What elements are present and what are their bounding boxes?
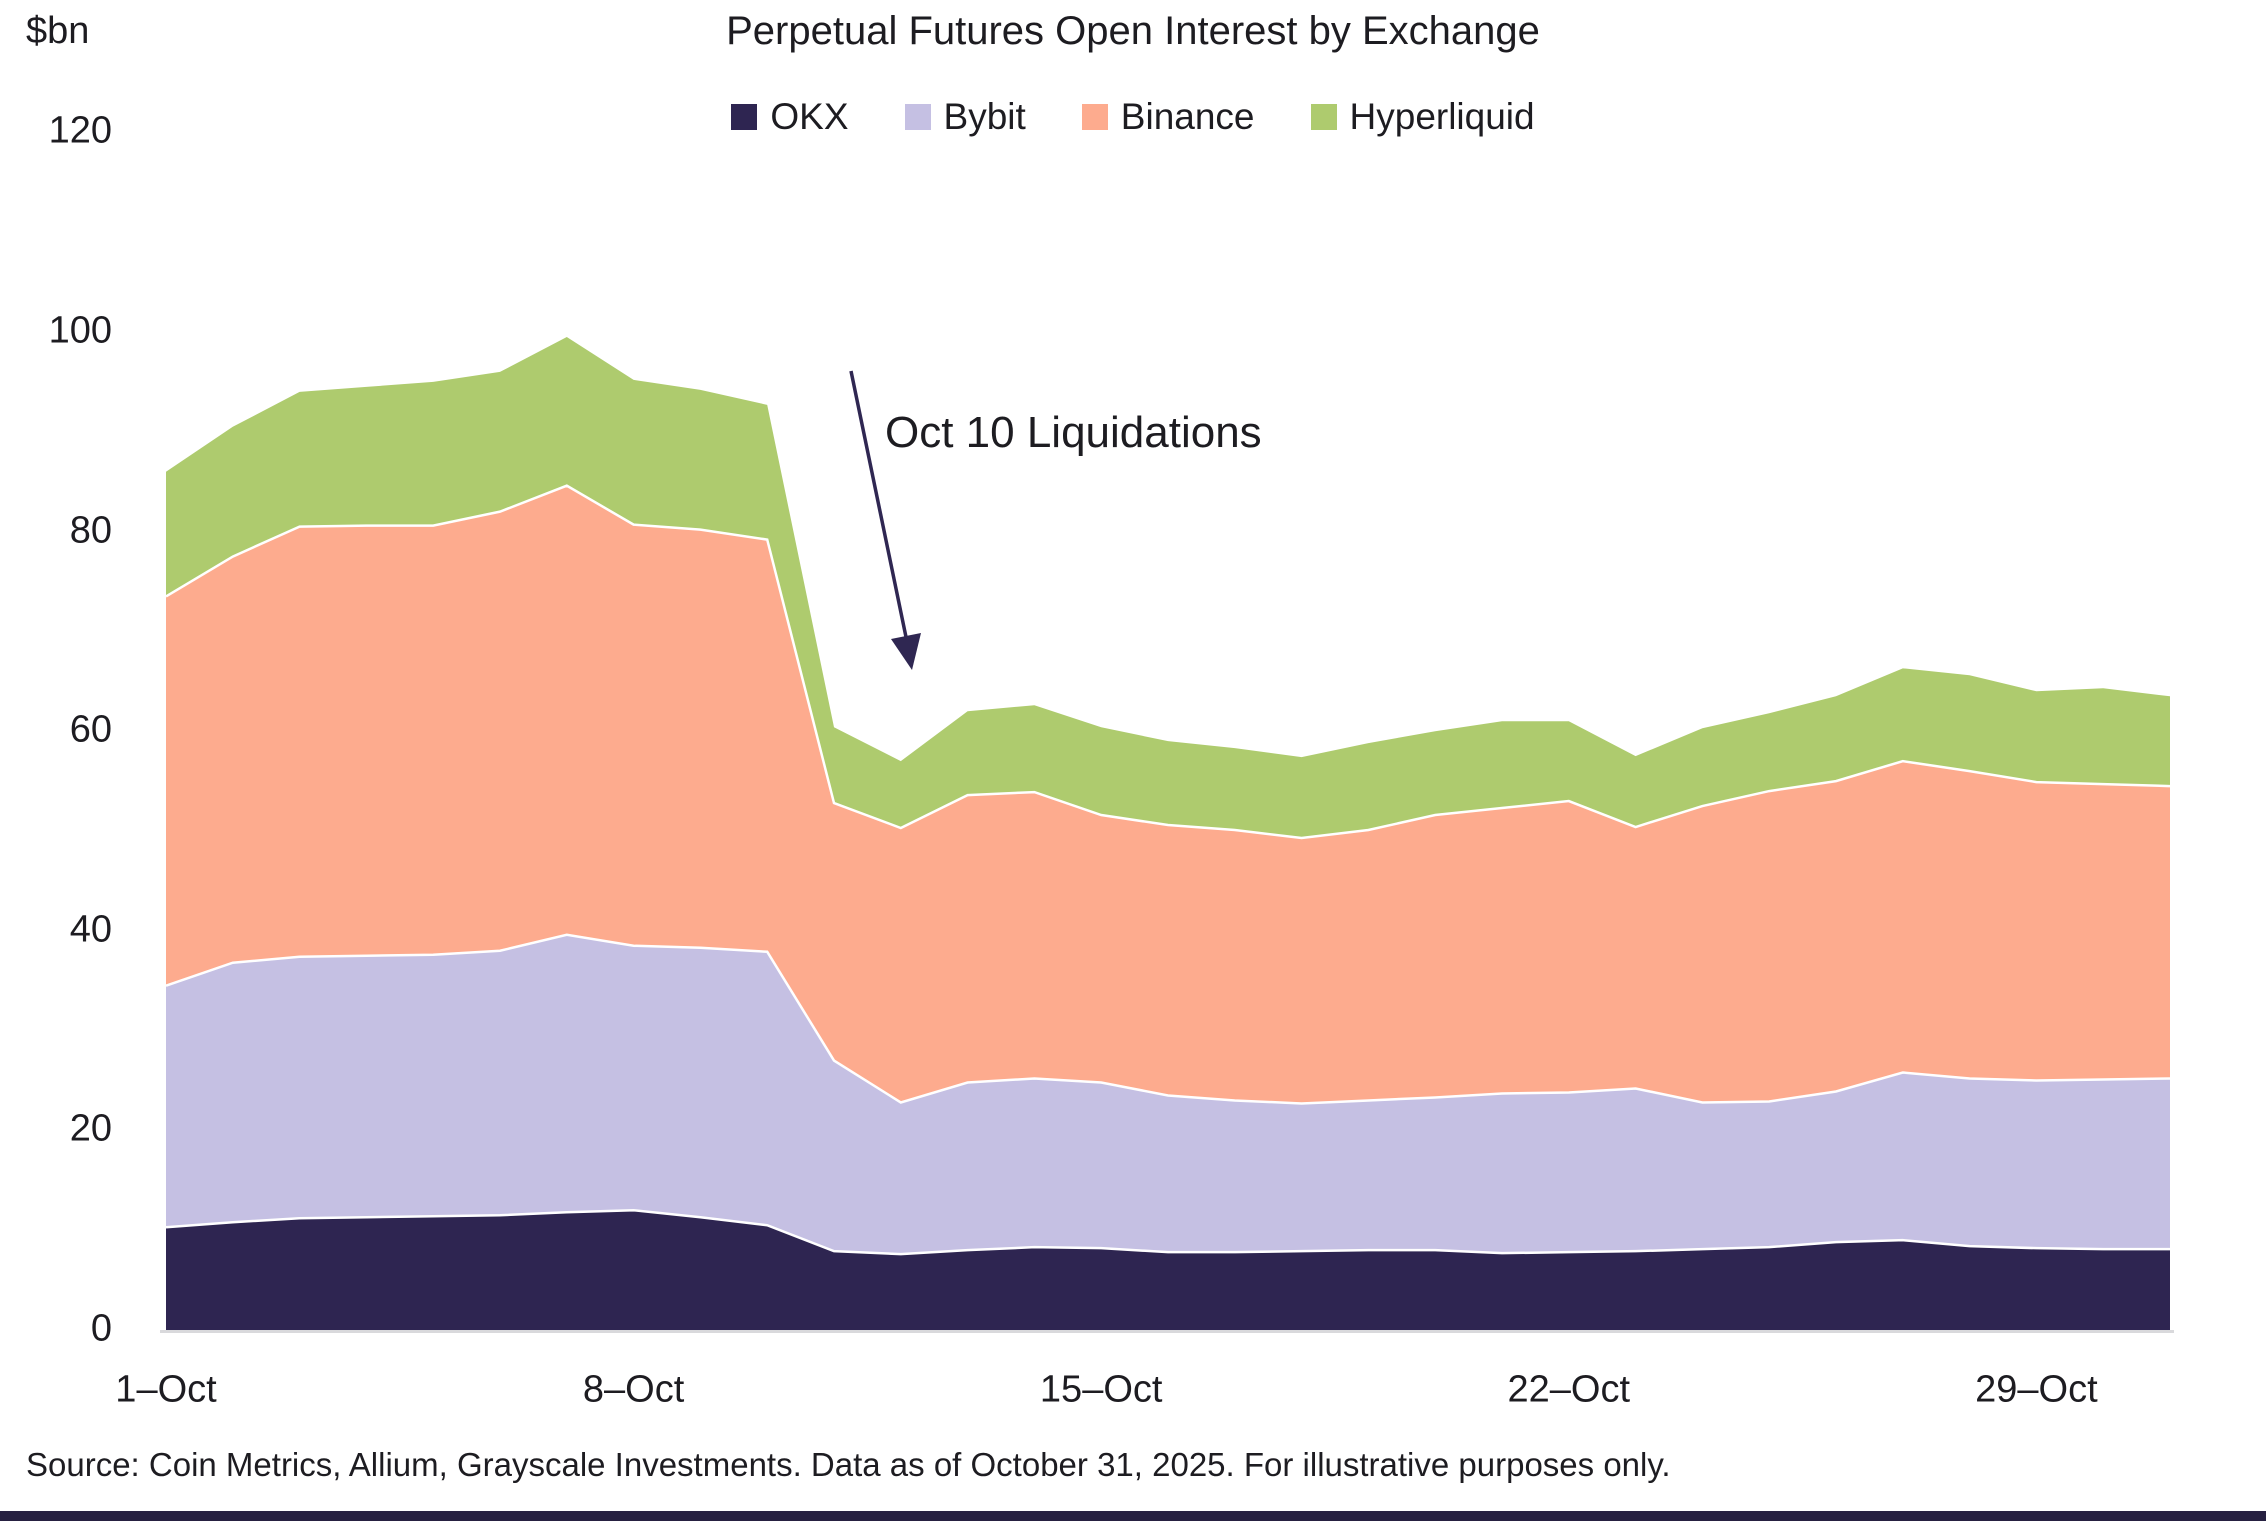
area-binance: [166, 485, 2170, 1104]
area-bybit: [166, 934, 2170, 1255]
legend-label: Bybit: [943, 96, 1026, 137]
legend: OKX Bybit Binance Hyperliquid: [0, 96, 2266, 138]
y-tick-label: 120: [48, 110, 112, 153]
annotation-arrowhead: [891, 633, 921, 670]
chart-title: Perpetual Futures Open Interest by Excha…: [726, 9, 1540, 53]
annotation-arrow: [849, 370, 908, 638]
legend-item-okx: OKX: [731, 96, 849, 138]
legend-label: Hyperliquid: [1349, 96, 1535, 137]
legend-item-bybit: Bybit: [904, 96, 1026, 138]
y-tick-label: 20: [69, 1108, 112, 1151]
x-tick-label: 29–Oct: [1975, 1368, 2098, 1411]
legend-item-binance: Binance: [1081, 96, 1255, 138]
annotation-label: Oct 10 Liquidations: [885, 408, 1262, 457]
area-okx: [166, 1210, 2170, 1330]
legend-label: OKX: [770, 96, 849, 137]
bottom-accent-bar: [0, 1511, 2266, 1521]
y-tick-label: 80: [69, 509, 112, 552]
area-hyperliquid: [166, 336, 2170, 838]
x-tick-label: 15–Oct: [1039, 1368, 1163, 1411]
x-tick-label: 22–Oct: [1507, 1368, 1631, 1411]
legend-marker-binance: [1081, 104, 1108, 130]
legend-marker-bybit: [904, 104, 931, 130]
legend-marker-hyperliquid: [1310, 104, 1337, 130]
legend-marker-okx: [731, 104, 758, 130]
y-tick-label: 40: [69, 908, 112, 951]
legend-item-hyperliquid: Hyperliquid: [1310, 96, 1535, 138]
legend-label: Binance: [1120, 96, 1255, 137]
y-axis-unit: $bn: [26, 10, 90, 52]
source-note: Source: Coin Metrics, Allium, Grayscale …: [26, 1446, 1671, 1483]
x-tick-label: 8–Oct: [582, 1368, 685, 1411]
x-tick-label: 1–Oct: [115, 1368, 217, 1411]
y-axis: 0 20 40 60 80 100 120: [0, 0, 112, 1521]
y-tick-label: 0: [90, 1307, 112, 1350]
y-tick-label: 100: [48, 309, 112, 352]
y-tick-label: 60: [69, 708, 112, 751]
